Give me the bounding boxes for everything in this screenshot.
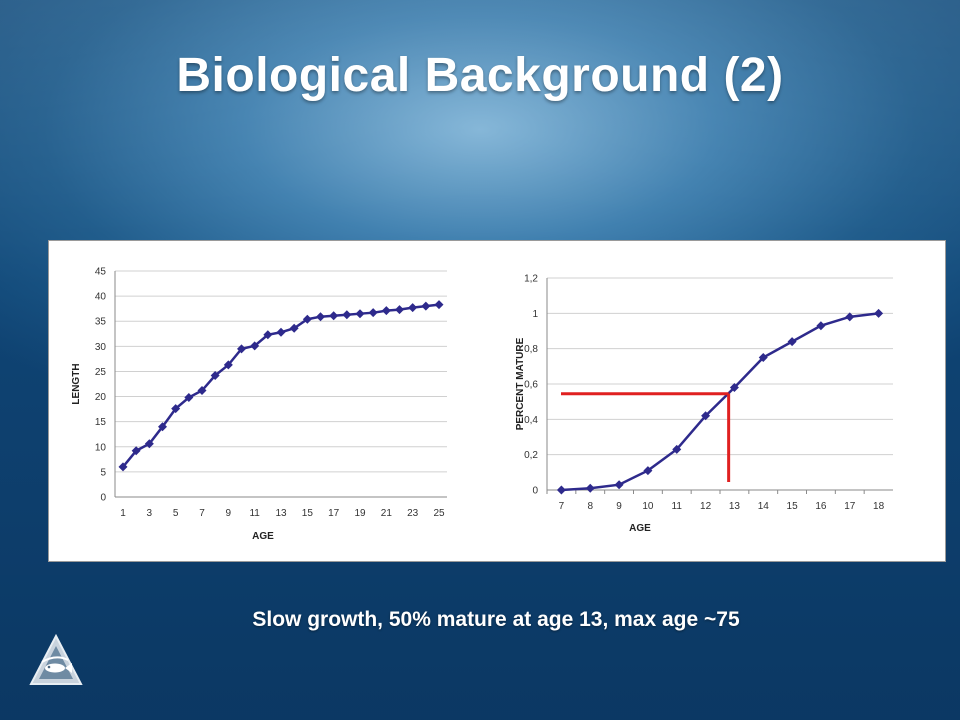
y-tick-label: 0,2 xyxy=(524,450,538,461)
data-point xyxy=(758,353,768,362)
x-tick-label: 7 xyxy=(199,508,205,519)
chart-2: 0 0,2 0,4 0,6 0,8 1 1,2 7 8 9 10 11 12 13 14 15 16 17 18 AG… xyxy=(515,274,893,534)
data-point xyxy=(421,301,431,311)
y-tick-label: 35 xyxy=(95,317,107,328)
y-tick-label: 15 xyxy=(95,417,107,428)
x-tick-label: 5 xyxy=(173,508,179,519)
x-tick-label: 9 xyxy=(226,508,232,519)
data-point xyxy=(263,330,273,340)
y-axis-title: PERCENT MATURE xyxy=(515,337,526,430)
y-tick-label: 5 xyxy=(100,467,106,478)
y-tick-label: 45 xyxy=(95,267,107,278)
y-tick-label: 1 xyxy=(532,309,538,320)
data-point xyxy=(171,404,181,414)
x-tick-label: 25 xyxy=(433,508,445,519)
y-tick-label: 0 xyxy=(532,486,538,497)
data-point xyxy=(874,308,884,318)
data-point xyxy=(408,303,418,313)
data-point xyxy=(118,462,128,472)
x-tick-label: 9 xyxy=(616,501,622,512)
data-point xyxy=(144,439,154,449)
slide-title: Biological Background (2) xyxy=(176,49,784,102)
data-point xyxy=(250,341,260,351)
x-tick-label: 11 xyxy=(672,501,683,512)
data-point xyxy=(316,312,325,322)
x-tick-label: 16 xyxy=(815,501,827,512)
data-point xyxy=(643,466,653,476)
data-point xyxy=(158,422,167,432)
x-tick-label: 18 xyxy=(873,501,885,512)
y-tick-label: 0,6 xyxy=(524,380,538,391)
data-point xyxy=(197,386,207,396)
y-tick-label: 10 xyxy=(95,442,107,453)
data-point xyxy=(289,323,299,333)
x-tick-label: 23 xyxy=(407,508,419,519)
data-point xyxy=(556,485,566,495)
y-tick-label: 20 xyxy=(95,392,107,403)
y-tick-label: 40 xyxy=(95,292,107,303)
y-tick-label: 30 xyxy=(95,342,107,353)
data-point xyxy=(816,321,826,331)
x-tick-label: 14 xyxy=(758,501,770,512)
data-point xyxy=(845,312,855,322)
data-point xyxy=(381,306,391,316)
data-point xyxy=(672,444,682,454)
data-point xyxy=(787,337,797,347)
x-tick-label: 11 xyxy=(249,508,260,519)
data-point xyxy=(701,411,711,421)
x-tick-label: 17 xyxy=(328,508,340,519)
data-point xyxy=(614,480,624,490)
data-point xyxy=(395,305,404,315)
data-point xyxy=(342,310,352,320)
y-tick-label: 0,8 xyxy=(524,344,538,355)
x-tick-label: 13 xyxy=(275,508,287,519)
data-point xyxy=(302,314,312,324)
data-point xyxy=(329,311,339,321)
x-tick-label: 19 xyxy=(354,508,366,519)
data-point xyxy=(368,308,378,318)
chart-panel: 0 5 10 15 20 25 30 35 40 45 1 3 5 7 9 11 13 15 17 19 21 23 25 A… xyxy=(48,240,946,562)
data-point xyxy=(585,483,595,493)
data-point xyxy=(276,327,286,337)
data-point xyxy=(184,393,194,403)
x-tick-label: 3 xyxy=(147,508,153,519)
y-tick-label: 1,2 xyxy=(524,274,538,285)
y-axis-title: LENGTH xyxy=(71,363,82,404)
y-tick-label: 0,4 xyxy=(524,415,538,426)
data-point xyxy=(223,360,233,370)
slide-caption: Slow growth, 50% mature at age 13, max a… xyxy=(252,608,740,631)
x-tick-label: 8 xyxy=(587,501,593,512)
data-point xyxy=(729,383,739,393)
x-tick-label: 10 xyxy=(642,501,654,512)
x-tick-label: 15 xyxy=(787,501,799,512)
x-tick-label: 1 xyxy=(120,508,126,519)
x-tick-label: 12 xyxy=(700,501,712,512)
x-tick-label: 17 xyxy=(844,501,856,512)
data-point xyxy=(355,309,365,319)
x-tick-label: 13 xyxy=(729,501,741,512)
data-point xyxy=(237,344,246,354)
series-line xyxy=(561,312,879,492)
y-tick-label: 25 xyxy=(95,367,107,378)
x-axis-title: AGE xyxy=(252,531,274,542)
x-tick-label: 15 xyxy=(302,508,314,519)
fish-triangle-logo-icon xyxy=(29,633,83,685)
data-point xyxy=(434,300,444,310)
x-axis-title: AGE xyxy=(629,523,651,534)
data-point xyxy=(131,446,141,456)
data-point xyxy=(210,370,220,380)
x-tick-label: 21 xyxy=(381,508,393,519)
y-tick-label: 0 xyxy=(100,493,106,504)
x-tick-label: 7 xyxy=(559,501,565,512)
